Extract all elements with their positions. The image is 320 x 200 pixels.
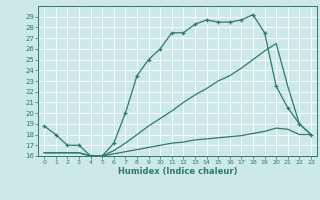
X-axis label: Humidex (Indice chaleur): Humidex (Indice chaleur) [118,167,237,176]
